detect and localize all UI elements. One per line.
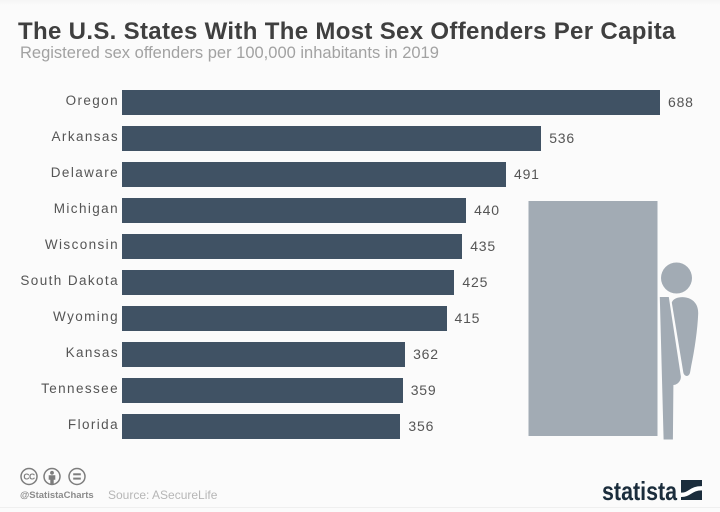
svg-text:CC: CC	[23, 472, 35, 482]
